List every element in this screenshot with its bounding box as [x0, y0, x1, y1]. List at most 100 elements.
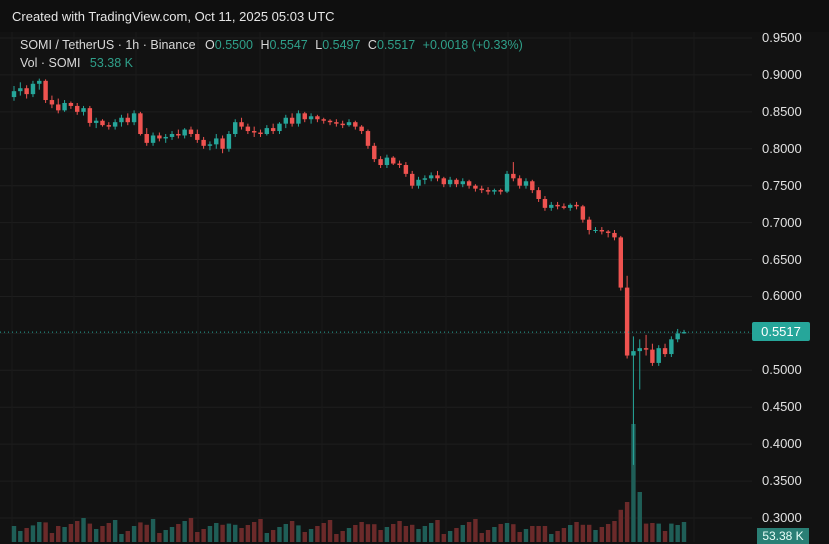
candle-body[interactable] [106, 125, 112, 127]
candle-body[interactable] [530, 181, 535, 191]
candle-body[interactable] [37, 80, 42, 84]
candle-body[interactable] [681, 332, 687, 334]
candle-body[interactable] [422, 178, 428, 180]
candle-body[interactable] [201, 139, 206, 146]
candle-body[interactable] [504, 173, 510, 192]
candle-body[interactable] [43, 80, 48, 101]
candle-body[interactable] [416, 179, 421, 186]
candle-body[interactable] [18, 88, 23, 92]
candle-body[interactable] [599, 230, 605, 232]
candle-body[interactable] [624, 287, 630, 356]
candle-body[interactable] [365, 131, 371, 146]
price-axis[interactable]: 0.9500 0.9000 0.8500 0.8000 0.7500 0.7000 0.65… [762, 30, 829, 542]
candle-body[interactable] [605, 231, 611, 233]
candle-body[interactable] [56, 104, 61, 111]
candle-body[interactable] [214, 138, 219, 145]
candle-body[interactable] [593, 230, 598, 231]
candle-body[interactable] [258, 132, 263, 134]
candle-body[interactable] [498, 190, 503, 192]
candle-body[interactable] [637, 348, 642, 352]
candle-body[interactable] [327, 120, 333, 123]
candle-body[interactable] [81, 108, 86, 112]
candle-body[interactable] [100, 120, 105, 126]
candle-body[interactable] [157, 135, 162, 139]
candle-body[interactable] [296, 113, 301, 124]
candle-body[interactable] [650, 349, 655, 363]
candle-body[interactable] [334, 122, 339, 124]
candle-body[interactable] [517, 178, 522, 186]
candle-body[interactable] [384, 157, 390, 166]
candle-body[interactable] [62, 102, 67, 111]
candle-body[interactable] [568, 204, 573, 208]
candle-body[interactable] [391, 157, 396, 164]
candle-body[interactable] [150, 135, 156, 143]
candle-body[interactable] [675, 333, 680, 340]
candle-body[interactable] [403, 165, 409, 174]
candle-body[interactable] [473, 185, 478, 189]
candle-body[interactable] [447, 179, 453, 185]
candle-body[interactable] [574, 204, 579, 207]
candle-body[interactable] [308, 116, 314, 120]
candle-body[interactable] [239, 122, 244, 127]
candle-body[interactable] [561, 206, 567, 208]
candle-body[interactable] [138, 113, 143, 134]
candle-body[interactable] [631, 351, 636, 356]
chart-area[interactable] [0, 32, 829, 542]
symbol-info[interactable]: SOMI / TetherUS · 1h · Binance [20, 38, 196, 52]
candle-body[interactable] [195, 134, 200, 140]
candle-body[interactable] [74, 105, 80, 112]
candle-body[interactable] [49, 100, 55, 105]
candle-body[interactable] [112, 122, 118, 127]
candle-body[interactable] [11, 91, 17, 98]
candle-body[interactable] [359, 126, 364, 132]
candle-body[interactable] [549, 204, 554, 208]
candle-body[interactable] [125, 117, 130, 123]
candle-body[interactable] [245, 126, 251, 132]
candle-body[interactable] [511, 173, 516, 179]
candle-body[interactable] [353, 122, 358, 127]
candle-body[interactable] [283, 117, 289, 124]
candle-body[interactable] [169, 134, 175, 137]
candle-body[interactable] [479, 188, 484, 191]
candle-body[interactable] [277, 123, 282, 132]
candle-body[interactable] [555, 204, 560, 207]
candle-body[interactable] [30, 83, 36, 95]
candle-body[interactable] [321, 119, 326, 121]
candle-body[interactable] [87, 108, 93, 123]
candle-body[interactable] [441, 178, 447, 185]
candle-body[interactable] [612, 232, 617, 238]
candle-body[interactable] [372, 145, 377, 160]
candle-body[interactable] [466, 181, 472, 186]
candle-body[interactable] [226, 134, 232, 149]
candle-body[interactable] [207, 144, 213, 146]
candle-body[interactable] [176, 134, 181, 136]
candle-body[interactable] [264, 128, 270, 134]
candle-body[interactable] [580, 206, 586, 220]
candle-body[interactable] [542, 198, 548, 208]
candle-body[interactable] [68, 102, 74, 106]
candle-body[interactable] [485, 190, 491, 192]
candle-body[interactable] [188, 129, 194, 134]
candle-body[interactable] [397, 163, 402, 166]
candle-body[interactable] [144, 134, 149, 143]
candle-body[interactable] [454, 179, 459, 185]
candle-body[interactable] [409, 173, 415, 186]
candle-body[interactable] [131, 113, 137, 123]
candle-body[interactable] [220, 138, 225, 149]
candle-body[interactable] [428, 175, 434, 179]
candle-body[interactable] [251, 131, 257, 133]
candle-body[interactable] [182, 129, 187, 136]
candle-body[interactable] [435, 175, 440, 179]
candle-body[interactable] [656, 348, 661, 363]
candle-body[interactable] [302, 113, 307, 120]
candle-body[interactable] [346, 122, 352, 126]
candle-body[interactable] [536, 190, 541, 199]
candle-body[interactable] [340, 123, 345, 126]
candle-body[interactable] [24, 88, 29, 95]
candle-body[interactable] [119, 117, 124, 123]
candle-body[interactable] [378, 159, 383, 166]
candle-body[interactable] [163, 136, 168, 139]
candle-body[interactable] [643, 348, 649, 350]
candle-body[interactable] [460, 181, 465, 185]
